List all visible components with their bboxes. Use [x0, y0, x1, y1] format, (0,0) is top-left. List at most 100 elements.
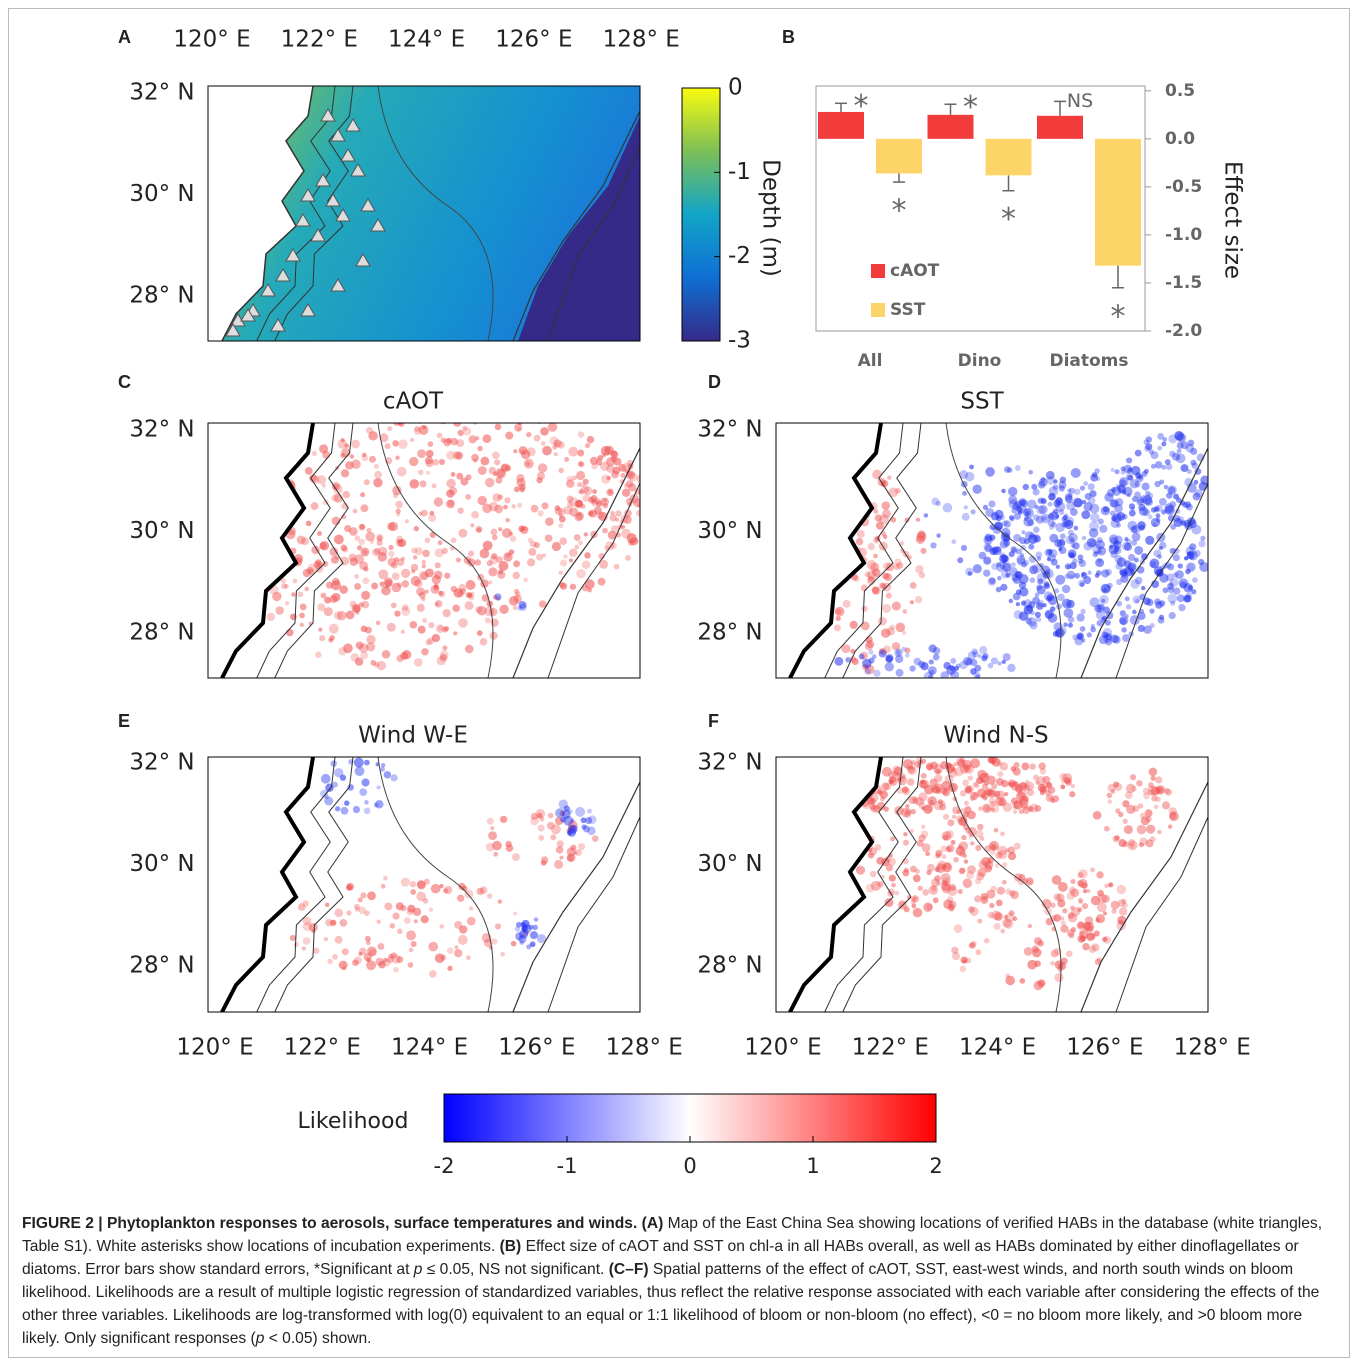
texture — [920, 662, 929, 671]
texture — [1164, 459, 1171, 465]
texture — [1008, 910, 1015, 917]
texture — [484, 606, 495, 617]
texture — [620, 473, 626, 478]
texture — [529, 540, 537, 548]
texture — [1116, 522, 1122, 528]
texture — [1037, 497, 1045, 505]
texture — [1192, 492, 1201, 501]
texture — [490, 826, 495, 831]
site-marker — [330, 128, 346, 142]
texture — [1002, 653, 1011, 662]
texture — [1059, 476, 1067, 484]
texture — [428, 907, 434, 912]
texture — [1009, 516, 1015, 522]
texture — [959, 660, 968, 670]
texture — [1136, 566, 1145, 574]
texture — [375, 620, 381, 626]
texture — [994, 796, 1005, 807]
significance-label: NS — [1067, 90, 1093, 112]
texture — [457, 412, 464, 419]
texture — [1070, 879, 1076, 885]
texture — [1058, 509, 1065, 515]
texture — [488, 466, 497, 475]
texture — [540, 860, 547, 866]
texture — [990, 807, 995, 812]
texture — [489, 412, 497, 420]
texture — [527, 537, 534, 543]
texture — [505, 517, 510, 523]
texture — [1169, 450, 1176, 458]
texture — [376, 535, 383, 542]
texture — [490, 528, 498, 536]
texture — [1050, 960, 1055, 966]
texture — [397, 928, 403, 935]
texture — [621, 488, 631, 497]
texture — [1002, 559, 1007, 565]
texture — [874, 844, 882, 851]
texture — [1085, 932, 1095, 942]
texture — [988, 500, 996, 508]
colorbar-tick-label: 0 — [683, 1154, 696, 1178]
texture — [1128, 553, 1136, 562]
texture — [1091, 472, 1098, 478]
texture — [1151, 795, 1158, 802]
caption-run: Map of the East China Sea showing locati… — [22, 1215, 1323, 1255]
texture — [997, 845, 1008, 856]
texture — [286, 628, 294, 637]
texture — [505, 431, 514, 440]
texture — [491, 553, 498, 560]
texture — [1055, 514, 1060, 519]
texture — [1078, 897, 1084, 903]
texture — [1143, 792, 1150, 800]
texture — [961, 512, 970, 521]
texture — [850, 648, 856, 654]
texture — [910, 808, 917, 815]
texture — [975, 949, 982, 956]
texture — [1000, 583, 1008, 591]
texture — [1042, 775, 1051, 784]
texture — [1118, 919, 1124, 925]
texture — [437, 540, 443, 546]
texture — [1044, 789, 1051, 796]
texture — [970, 758, 981, 769]
texture — [835, 608, 842, 615]
texture — [1106, 792, 1113, 799]
texture — [376, 919, 381, 924]
texture — [421, 564, 426, 569]
texture — [510, 940, 517, 947]
texture — [1050, 902, 1056, 908]
texture — [1006, 467, 1013, 473]
texture — [921, 758, 927, 764]
texture — [500, 951, 505, 957]
map-inner — [776, 757, 1208, 1012]
texture — [1184, 501, 1192, 508]
texture — [1189, 543, 1197, 551]
texture — [293, 941, 299, 948]
texture — [569, 548, 578, 557]
texture — [1007, 663, 1016, 673]
texture — [1107, 799, 1113, 804]
texture — [1034, 592, 1040, 598]
texture — [1027, 534, 1038, 545]
texture — [643, 492, 649, 498]
texture — [272, 591, 282, 602]
texture — [942, 834, 949, 841]
texture — [1019, 499, 1026, 506]
texture — [1060, 920, 1066, 926]
map-inner — [208, 86, 640, 341]
texture — [882, 509, 892, 519]
texture — [1072, 634, 1078, 641]
texture — [340, 544, 348, 552]
texture — [1177, 563, 1183, 569]
coastline — [788, 757, 883, 1012]
texture — [528, 924, 534, 930]
map-title: cAOT — [383, 389, 444, 415]
texture — [424, 568, 434, 578]
texture — [1056, 603, 1063, 610]
texture — [967, 865, 976, 874]
texture — [566, 847, 576, 857]
texture — [1038, 979, 1046, 987]
texture — [597, 577, 606, 586]
texture — [302, 916, 312, 926]
texture — [881, 501, 891, 510]
